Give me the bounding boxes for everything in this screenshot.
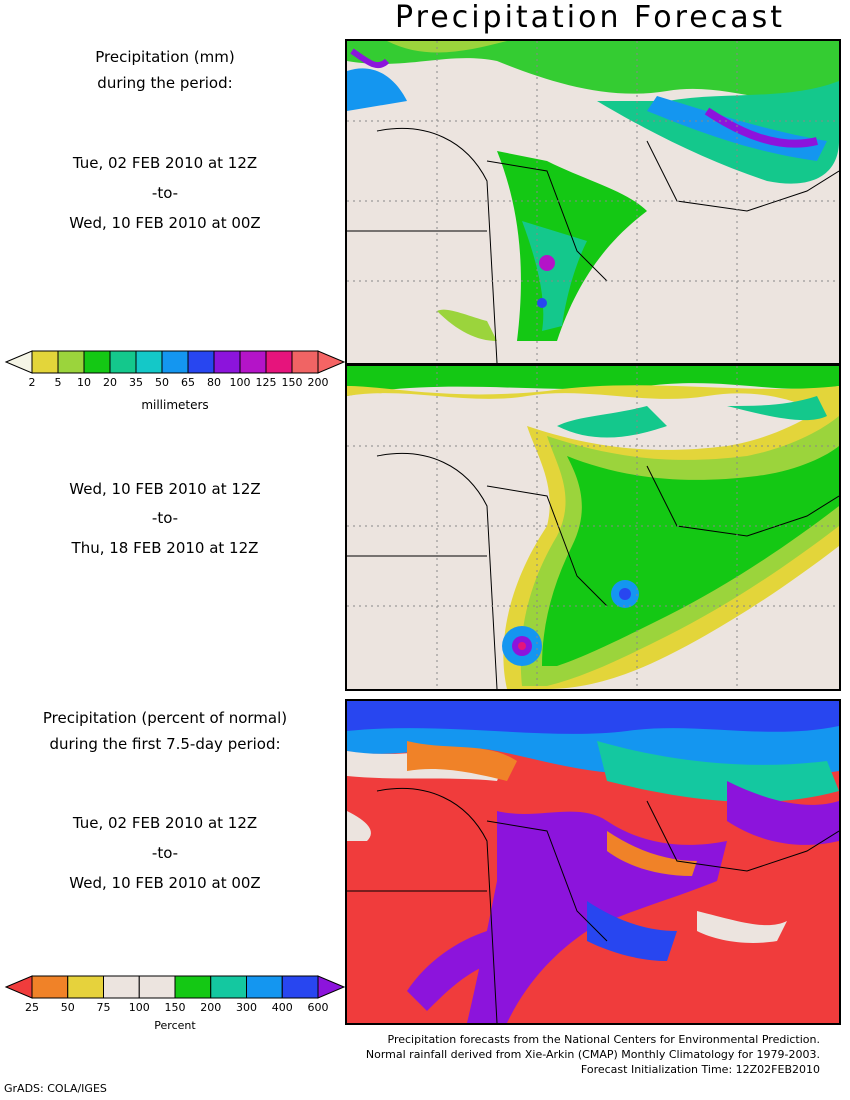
mm-colorbar-swatch xyxy=(135,350,163,374)
percent-colorbar-tick-label: 600 xyxy=(308,1001,329,1014)
footer-line1: Precipitation forecasts from the Nationa… xyxy=(387,1033,821,1046)
mm-colorbar-tick-label: 20 xyxy=(103,376,117,389)
percent-colorbar-swatch xyxy=(138,975,176,999)
percent-colorbar-swatch xyxy=(281,975,319,999)
mm-colorbar-tick-label: 80 xyxy=(207,376,221,389)
percent-colorbar-swatch xyxy=(67,975,104,999)
mm-colorbar-swatch xyxy=(83,350,111,374)
mm-colorbar-swatch xyxy=(187,350,215,374)
mm-colorbar-swatch xyxy=(161,350,189,374)
percent-colorbar-swatch xyxy=(174,975,212,999)
panel1-start-date: Tue, 02 FEB 2010 at 12Z xyxy=(72,154,258,172)
percent-colorbar-swatch xyxy=(246,975,283,999)
mm-colorbar-swatch xyxy=(213,350,241,374)
percent-colorbar: 25 50 75 100 150 200 300 400 600 xyxy=(4,974,346,1034)
footer-notes: Precipitation forecasts from the Nationa… xyxy=(260,1032,820,1077)
percent-colorbar-swatch xyxy=(31,975,69,999)
panel2-separator: -to- xyxy=(151,509,179,527)
percent-colorbar-tick-label: 150 xyxy=(165,1001,186,1014)
panel3-separator: -to- xyxy=(151,844,179,862)
percent-colorbar-tick-label: 300 xyxy=(236,1001,257,1014)
mm-colorbar-tick-label: 100 xyxy=(230,376,251,389)
mm-colorbar-swatch xyxy=(57,350,85,374)
mm-colorbar-tick-label: 10 xyxy=(77,376,91,389)
panel1-heading-line1: Precipitation (mm) xyxy=(95,48,235,66)
mm-colorbar-swatch-high xyxy=(317,350,346,374)
mm-colorbar-tick-label: 50 xyxy=(155,376,169,389)
panel1-separator: -to- xyxy=(151,184,179,202)
panel2-end-date: Thu, 18 FEB 2010 at 12Z xyxy=(71,539,259,557)
percent-colorbar-tick-label: 75 xyxy=(97,1001,111,1014)
mm-colorbar-swatch xyxy=(291,350,319,374)
percent-colorbar-swatch xyxy=(210,975,247,999)
panel3-start-date: Tue, 02 FEB 2010 at 12Z xyxy=(72,814,258,832)
mm-colorbar-tick-label: 35 xyxy=(129,376,143,389)
percent-colorbar-tick-label: 400 xyxy=(272,1001,293,1014)
mm-colorbar-tick-label: 2 xyxy=(29,376,36,389)
percent-colorbar-tick-label: 25 xyxy=(25,1001,39,1014)
percent-colorbar-unit: Percent xyxy=(154,1019,196,1032)
map-panel-percent-of-normal xyxy=(345,699,841,1025)
mm-colorbar-tick-label: 150 xyxy=(282,376,303,389)
panel1-heading-line2: during the period: xyxy=(97,74,233,92)
percent-colorbar-tick-label: 200 xyxy=(200,1001,221,1014)
mm-colorbar-tick-label: 65 xyxy=(181,376,195,389)
mm-colorbar-swatch xyxy=(109,350,137,374)
mm-colorbar: 2 5 10 20 35 50 65 80 100 125 150 200 xyxy=(4,349,346,419)
mm-colorbar-swatch xyxy=(239,350,267,374)
panel1-end-date: Wed, 10 FEB 2010 at 00Z xyxy=(69,214,261,232)
percent-colorbar-swatch-high xyxy=(317,975,346,999)
mm-colorbar-swatch xyxy=(265,350,293,374)
chart-title: Precipitation Forecast xyxy=(395,0,785,35)
grads-credit: GrADS: COLA/IGES xyxy=(4,1082,107,1095)
map-panel-week2-precip xyxy=(345,364,841,691)
panel3-end-date: Wed, 10 FEB 2010 at 00Z xyxy=(69,874,261,892)
panel3-heading-line2: during the first 7.5-day period: xyxy=(49,735,281,753)
mm-colorbar-swatch-low xyxy=(4,350,33,374)
percent-colorbar-swatch xyxy=(103,975,140,999)
mm-colorbar-tick-label: 5 xyxy=(55,376,62,389)
panel3-heading-line1: Precipitation (percent of normal) xyxy=(42,709,288,727)
percent-colorbar-tick-label: 50 xyxy=(61,1001,75,1014)
footer-line2: Normal rainfall derived from Xie-Arkin (… xyxy=(365,1048,820,1061)
map-panel-week1-precip xyxy=(345,39,841,365)
percent-colorbar-tick-label: 100 xyxy=(129,1001,150,1014)
footer-line3: Forecast Initialization Time: 12Z02FEB20… xyxy=(580,1063,820,1076)
mm-colorbar-tick-label: 200 xyxy=(308,376,329,389)
mm-colorbar-unit: millimeters xyxy=(141,398,209,412)
mm-colorbar-tick-label: 125 xyxy=(256,376,277,389)
panel2-start-date: Wed, 10 FEB 2010 at 12Z xyxy=(69,480,261,498)
percent-colorbar-swatch-low xyxy=(4,975,33,999)
mm-colorbar-swatch xyxy=(31,350,59,374)
